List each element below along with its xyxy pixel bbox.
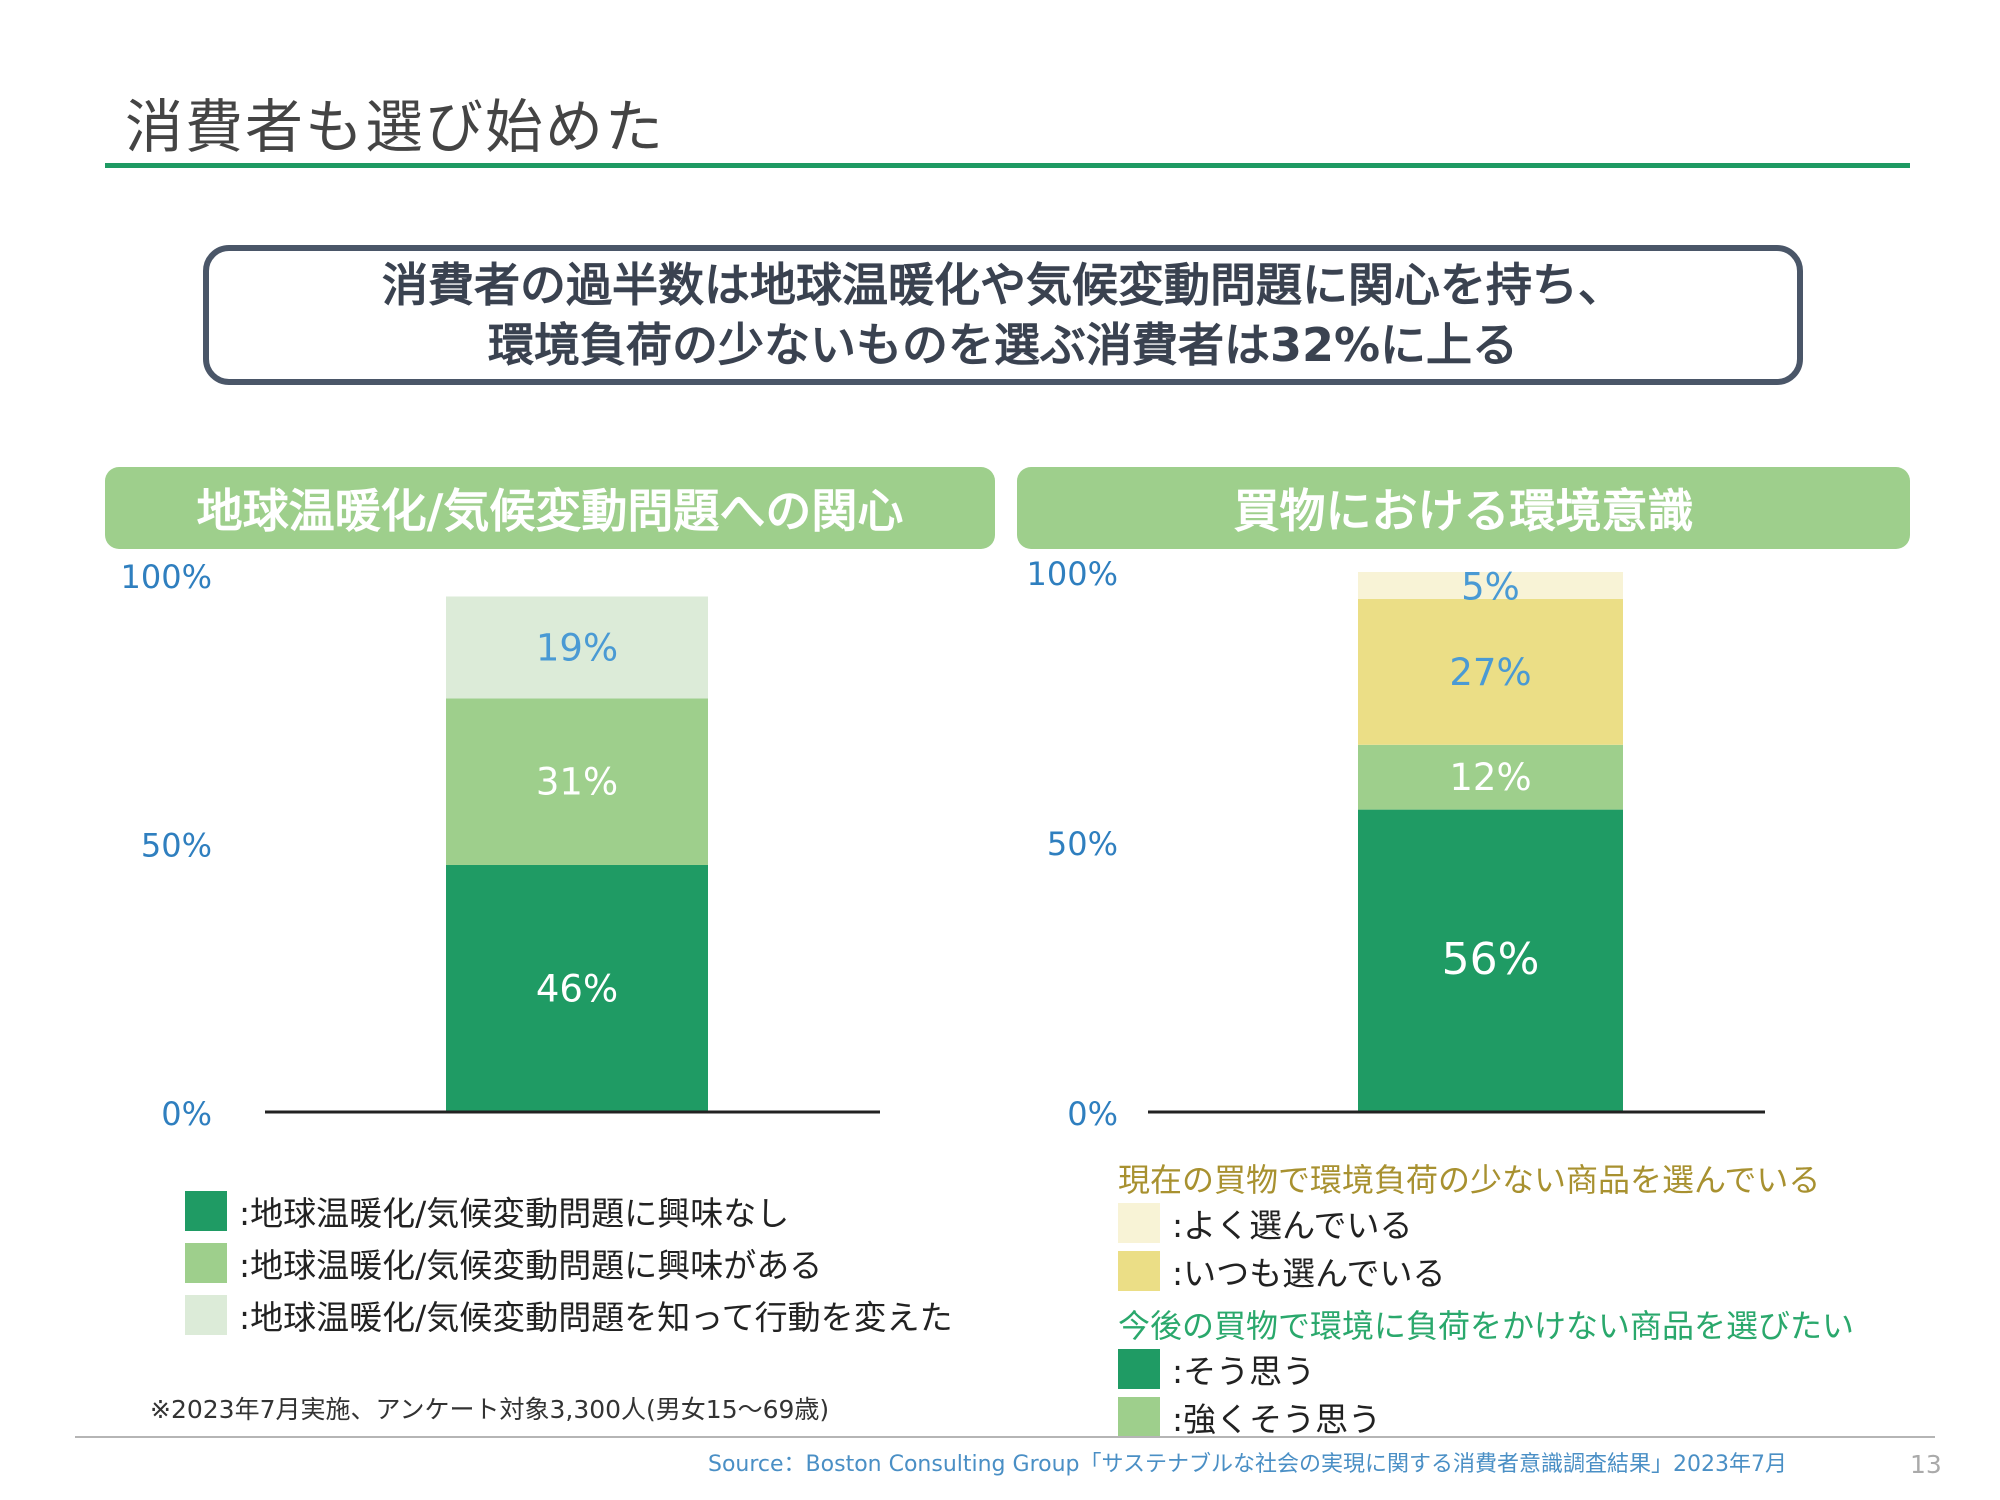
data-label: 46% bbox=[536, 967, 618, 1010]
chart-left-title: 地球温暖化/気候変動問題への関心 bbox=[105, 467, 995, 549]
legend-heading-future: 今後の買物で環境に負荷をかけない商品を選びたい bbox=[1118, 1307, 1855, 1345]
data-label: 27% bbox=[1449, 651, 1531, 694]
legend-item-no-interest: :地球温暖化/気候変動問題に興味なし bbox=[185, 1185, 953, 1237]
legend-label: :地球温暖化/気候変動問題に興味がある bbox=[239, 1246, 823, 1285]
key-message-line-1: 消費者の過半数は地球温暖化や気候変動問題に関心を持ち、 bbox=[382, 258, 1624, 312]
key-message-line-2: 環境負荷の少ないものを選ぶ消費者は32%に上る bbox=[487, 318, 1519, 372]
legend-right: 現在の買物で環境負荷の少ない商品を選んでいる :よく選んでいる :いつも選んでい… bbox=[1118, 1155, 1854, 1441]
data-label: 56% bbox=[1442, 934, 1540, 985]
key-message-box: 消費者の過半数は地球温暖化や気候変動問題に関心を持ち、 環境負荷の少ないものを選… bbox=[203, 245, 1803, 385]
y-tick-label: 0% bbox=[161, 1095, 212, 1133]
legend-heading-current: 現在の買物で環境負荷の少ない商品を選んでいる bbox=[1118, 1161, 1821, 1199]
bar-segment bbox=[1358, 572, 1623, 599]
data-label: 31% bbox=[536, 761, 618, 804]
legend-label: :地球温暖化/気候変動問題に興味なし bbox=[239, 1194, 790, 1233]
bar-segment bbox=[1358, 744, 1623, 810]
y-tick-label: 100% bbox=[1027, 555, 1118, 593]
legend-swatch-light-green bbox=[1118, 1397, 1160, 1437]
legend-swatch-yellow bbox=[1118, 1251, 1160, 1291]
source-citation: Source：Boston Consulting Group「サステナブルな社会… bbox=[708, 1452, 1788, 1477]
y-tick-label: 100% bbox=[121, 558, 212, 596]
page-title: 消費者も選び始めた bbox=[125, 93, 666, 161]
legend-left: :地球温暖化/気候変動問題に興味なし :地球温暖化/気候変動問題に興味がある :… bbox=[185, 1185, 953, 1341]
legend-swatch-pale-green bbox=[185, 1295, 227, 1335]
legend-swatch-dark-green bbox=[185, 1191, 227, 1231]
legend-label: :よく選んでいる bbox=[1172, 1206, 1413, 1245]
legend-item-interested: :地球温暖化/気候変動問題に興味がある bbox=[185, 1237, 953, 1289]
legend-item-always-choose: :いつも選んでいる bbox=[1118, 1247, 1854, 1295]
legend-item-often-choose: :よく選んでいる bbox=[1118, 1199, 1854, 1247]
footer-divider bbox=[75, 1436, 1935, 1438]
legend-item-agree: :そう思う bbox=[1118, 1345, 1854, 1393]
legend-label: :いつも選んでいる bbox=[1172, 1254, 1446, 1293]
bar-segment bbox=[1358, 599, 1623, 745]
page-number: 13 bbox=[1910, 1450, 1942, 1479]
y-tick-label: 50% bbox=[141, 827, 212, 865]
legend-swatch-light-green bbox=[185, 1243, 227, 1283]
bar-segment bbox=[446, 596, 708, 699]
y-tick-label: 50% bbox=[1047, 825, 1118, 863]
bar-segment bbox=[1358, 809, 1623, 1112]
survey-footnote: ※2023年7月実施、アンケート対象3,300人(男女15〜69歳) bbox=[150, 1395, 830, 1424]
data-label: 12% bbox=[1449, 756, 1531, 799]
legend-swatch-pale-yellow bbox=[1118, 1203, 1160, 1243]
legend-item-changed-behavior: :地球温暖化/気候変動問題を知って行動を変えた bbox=[185, 1289, 953, 1341]
legend-label: :地球温暖化/気候変動問題を知って行動を変えた bbox=[239, 1298, 953, 1337]
chart-right-title: 買物における環境意識 bbox=[1017, 467, 1910, 549]
bar-segment bbox=[446, 698, 708, 865]
title-divider bbox=[105, 163, 1910, 168]
data-label: 19% bbox=[536, 626, 618, 669]
bar-segment bbox=[446, 864, 708, 1112]
data-label: 5% bbox=[1461, 566, 1520, 609]
legend-swatch-dark-green bbox=[1118, 1349, 1160, 1389]
y-tick-label: 0% bbox=[1067, 1095, 1118, 1133]
legend-label: :そう思う bbox=[1172, 1352, 1316, 1391]
legend-label: :強くそう思う bbox=[1172, 1400, 1382, 1439]
legend-item-strongly-agree: :強くそう思う bbox=[1118, 1393, 1854, 1441]
